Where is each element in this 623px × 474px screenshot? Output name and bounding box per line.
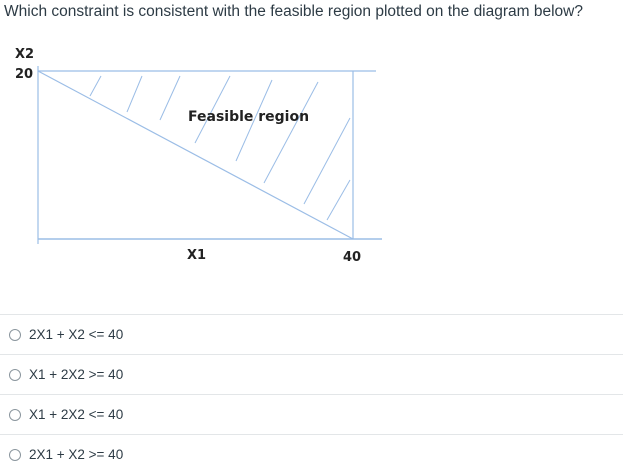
answer-options: 2X1 + X2 <= 40 X1 + 2X2 >= 40 X1 + 2X2 <… [0, 314, 623, 474]
y-intercept-label: 20 [15, 67, 33, 82]
constraint-line [37, 70, 354, 240]
x-axis-label: X1 [187, 248, 206, 263]
answer-label-2: X1 + 2X2 >= 40 [29, 367, 124, 382]
feasible-region-diagram: X2 20 Feasible region X1 40 [15, 47, 382, 265]
question-text: Which constraint is consistent with the … [4, 3, 583, 20]
radio-button-2[interactable] [9, 368, 21, 381]
radio-button-1[interactable] [9, 328, 21, 341]
answer-option-2[interactable]: X1 + 2X2 >= 40 [0, 354, 623, 394]
answer-label-1: 2X1 + X2 <= 40 [29, 327, 124, 342]
radio-button-3[interactable] [9, 408, 21, 421]
answer-option-1[interactable]: 2X1 + X2 <= 40 [0, 314, 623, 354]
answer-label-3: X1 + 2X2 <= 40 [29, 407, 124, 422]
y-axis-label: X2 [15, 47, 34, 62]
x-intercept-label: 40 [343, 250, 361, 265]
answer-label-4: 2X1 + X2 >= 40 [29, 447, 124, 462]
answer-option-4[interactable]: 2X1 + X2 >= 40 [0, 434, 623, 474]
hatching [89, 75, 351, 221]
radio-button-4[interactable] [9, 448, 21, 461]
region-label: Feasible region [188, 109, 309, 125]
answer-option-3[interactable]: X1 + 2X2 <= 40 [0, 394, 623, 434]
